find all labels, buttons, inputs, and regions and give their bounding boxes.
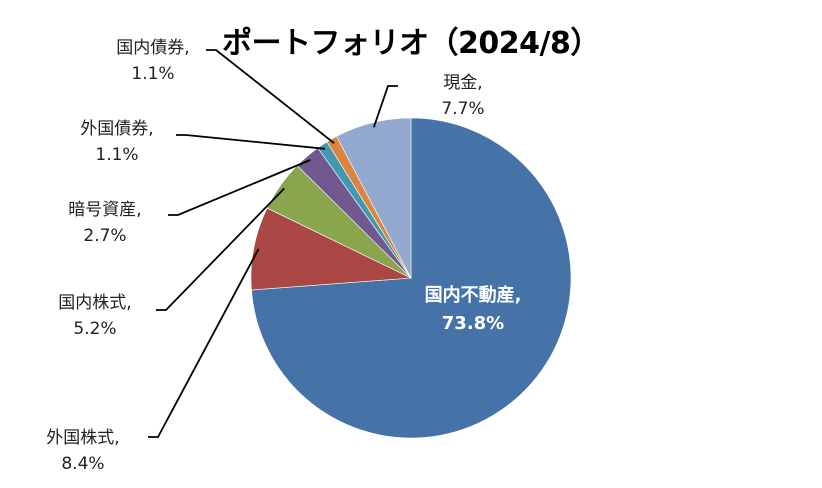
pie-slices (250, 117, 572, 439)
slice-label-value: 73.8% (441, 313, 505, 334)
slice-label-category: 外国株式, (46, 428, 120, 448)
slice-label-5: 外国債券, 1.1% (52, 116, 182, 168)
slice-label-value: 5.2% (73, 319, 117, 339)
slice-label-3: 国内株式, 5.2% (30, 290, 160, 342)
slice-label-value: 2.7% (83, 226, 127, 246)
leader-line-4 (168, 159, 311, 216)
chart-title: ポートフォリオ（2024/8） (222, 26, 600, 61)
leader-line-7 (372, 85, 398, 128)
slice-label-7: 現金, 7.7% (398, 70, 528, 122)
slice-label-value: 8.4% (61, 454, 105, 474)
slice-label-category: 国内不動産, (424, 285, 522, 306)
slice-label-category: 外国債券, (80, 119, 154, 139)
slice-label-category: 国内株式, (58, 293, 132, 313)
slice-label-4: 暗号資産, 2.7% (40, 197, 170, 249)
leader-lines (148, 49, 398, 438)
slice-label-1: 国内不動産, 73.8% (398, 282, 548, 338)
slice-label-6: 国内債券, 1.1% (88, 35, 218, 87)
slice-label-category: 現金, (443, 73, 483, 93)
slice-label-category: 国内債券, (116, 38, 190, 58)
leader-line-3 (156, 187, 285, 311)
leader-line-5 (176, 134, 326, 150)
pie-slice-7 (336, 117, 412, 279)
slice-label-category: 暗号資産, (68, 200, 142, 220)
slice-label-value: 7.7% (441, 99, 485, 119)
slice-label-value: 1.1% (95, 145, 139, 165)
leader-line-2 (148, 248, 260, 438)
pie-slice-2 (250, 207, 413, 291)
slice-label-value: 1.1% (131, 64, 175, 84)
slice-label-2: 外国株式, 8.4% (18, 425, 148, 477)
leader-line-6 (206, 49, 335, 144)
